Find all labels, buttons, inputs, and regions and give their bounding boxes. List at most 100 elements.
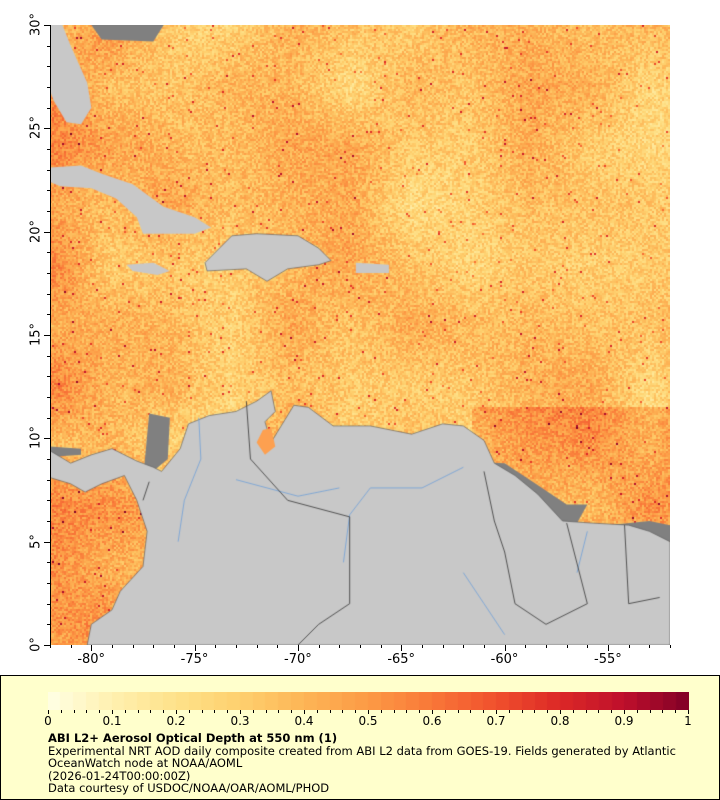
lat-tick — [47, 293, 50, 295]
lat-tick — [47, 273, 50, 274]
lat-tick — [47, 211, 50, 212]
colorbar-tick — [240, 710, 241, 714]
colorbar-tick — [304, 710, 305, 714]
lat-tick — [47, 66, 50, 68]
colorbar-tick — [406, 710, 408, 713]
lon-tick — [608, 645, 609, 651]
colorbar-label: 1 — [684, 714, 692, 728]
lat-tick — [47, 190, 50, 192]
lon-tick — [50, 645, 51, 648]
legend-time: (2026-01-24T00:00:00Z) — [48, 768, 191, 783]
colorbar-tick — [508, 710, 510, 713]
legend-credit: Data courtesy of USDOC/NOAA/OAR/AOML/PHO… — [48, 781, 330, 795]
colorbar-tick — [585, 710, 587, 713]
colorbar-label: 0.1 — [102, 714, 122, 728]
colorbar-label: 0.3 — [230, 714, 250, 728]
colorbar-tick — [611, 710, 613, 713]
lon-tick — [194, 645, 196, 651]
lon-tick — [256, 645, 258, 648]
lat-tick — [47, 314, 50, 316]
lat-tick — [47, 500, 50, 502]
lat-label: 20° — [28, 219, 44, 243]
lat-tick — [47, 252, 50, 254]
lat-tick — [47, 603, 50, 605]
lon-tick — [442, 645, 444, 648]
lon-tick — [236, 645, 237, 648]
lat-label: 25° — [28, 116, 44, 140]
lon-tick — [422, 645, 423, 648]
colorbar-tick — [112, 710, 113, 714]
colorbar-tick — [329, 710, 331, 713]
colorbar-tick — [649, 710, 651, 713]
lon-tick — [670, 645, 671, 648]
colorbar-tick — [380, 710, 382, 713]
lat-tick — [47, 376, 50, 378]
lat-tick — [47, 459, 50, 460]
colorbar-tick — [688, 710, 689, 714]
colorbar-tick — [521, 710, 523, 713]
colorbar-label: 0.6 — [422, 714, 442, 728]
lat-tick — [47, 397, 50, 398]
colorbar-tick — [291, 710, 293, 713]
colorbar-tick — [278, 710, 280, 713]
lon-tick — [587, 645, 589, 648]
lat-label: 15° — [28, 322, 44, 347]
colorbar-tick — [265, 710, 267, 713]
colorbar-tick — [572, 710, 574, 713]
colorbar-tick — [252, 710, 254, 713]
lat-tick — [47, 417, 50, 419]
lon-tick — [566, 645, 568, 648]
lon-tick — [628, 645, 630, 648]
lat-label: 30° — [28, 12, 44, 37]
lat-tick — [47, 169, 50, 171]
lon-tick — [649, 645, 651, 648]
colorbar-label: 0.5 — [358, 714, 378, 728]
colorbar-tick — [163, 710, 165, 713]
lat-tick — [47, 479, 50, 481]
lat-tick — [47, 107, 50, 109]
colorbar-tick — [560, 710, 561, 714]
lon-tick — [112, 645, 113, 648]
lon-tick — [401, 645, 403, 651]
colorbar-tick — [444, 710, 446, 713]
lat-tick — [44, 231, 50, 233]
colorbar-tick — [636, 710, 638, 713]
lat-tick — [44, 645, 50, 646]
colorbar-tick — [188, 710, 190, 713]
lat-label: 0° — [28, 637, 44, 652]
lat-tick — [47, 355, 50, 357]
colorbar-tick — [675, 710, 677, 713]
colorbar-label: 0.7 — [486, 714, 506, 728]
lat-label: 10° — [28, 426, 44, 450]
lat-tick — [47, 149, 50, 150]
lat-tick — [44, 541, 50, 543]
colorbar-label: 0 — [44, 714, 52, 728]
colorbar-tick — [662, 710, 664, 713]
lat-tick — [47, 583, 50, 584]
lat-label: 5° — [28, 533, 44, 549]
colorbar-tick — [73, 710, 75, 713]
lat-tick — [44, 128, 50, 130]
lon-tick — [463, 645, 465, 648]
aod-map — [50, 25, 670, 645]
colorbar-tick — [137, 710, 139, 713]
colorbar-tick — [150, 710, 152, 713]
colorbar-tick — [624, 710, 625, 714]
legend-title: ABI L2+ Aerosol Optical Depth at 550 nm … — [48, 731, 338, 745]
colorbar-tick — [598, 710, 600, 713]
legend-description-1: Experimental NRT AOD daily composite cre… — [48, 743, 676, 758]
lon-tick — [380, 645, 382, 648]
lon-tick — [484, 645, 485, 648]
lon-tick — [298, 645, 299, 651]
colorbar-tick — [432, 710, 433, 714]
colorbar-tick — [201, 710, 203, 713]
lat-tick — [44, 335, 50, 336]
colorbar-tick — [214, 710, 216, 713]
lon-tick — [70, 645, 72, 648]
lon-tick — [277, 645, 279, 648]
lat-tick — [44, 438, 50, 440]
lon-tick — [132, 645, 134, 648]
colorbar-tick — [419, 710, 421, 713]
colorbar-tick — [393, 710, 395, 713]
lon-label: -55° — [594, 652, 622, 667]
